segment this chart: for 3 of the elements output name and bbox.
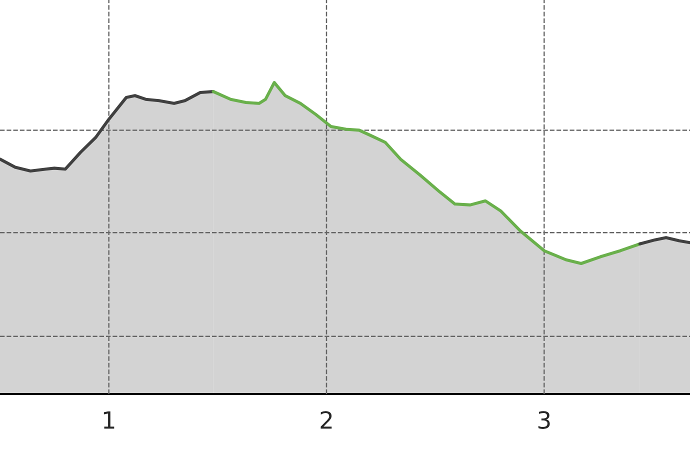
x-tick-label: 1 — [104, 411, 114, 429]
x-tick-label: 2 — [320, 411, 332, 429]
x-tick-label: 3 — [538, 411, 550, 429]
